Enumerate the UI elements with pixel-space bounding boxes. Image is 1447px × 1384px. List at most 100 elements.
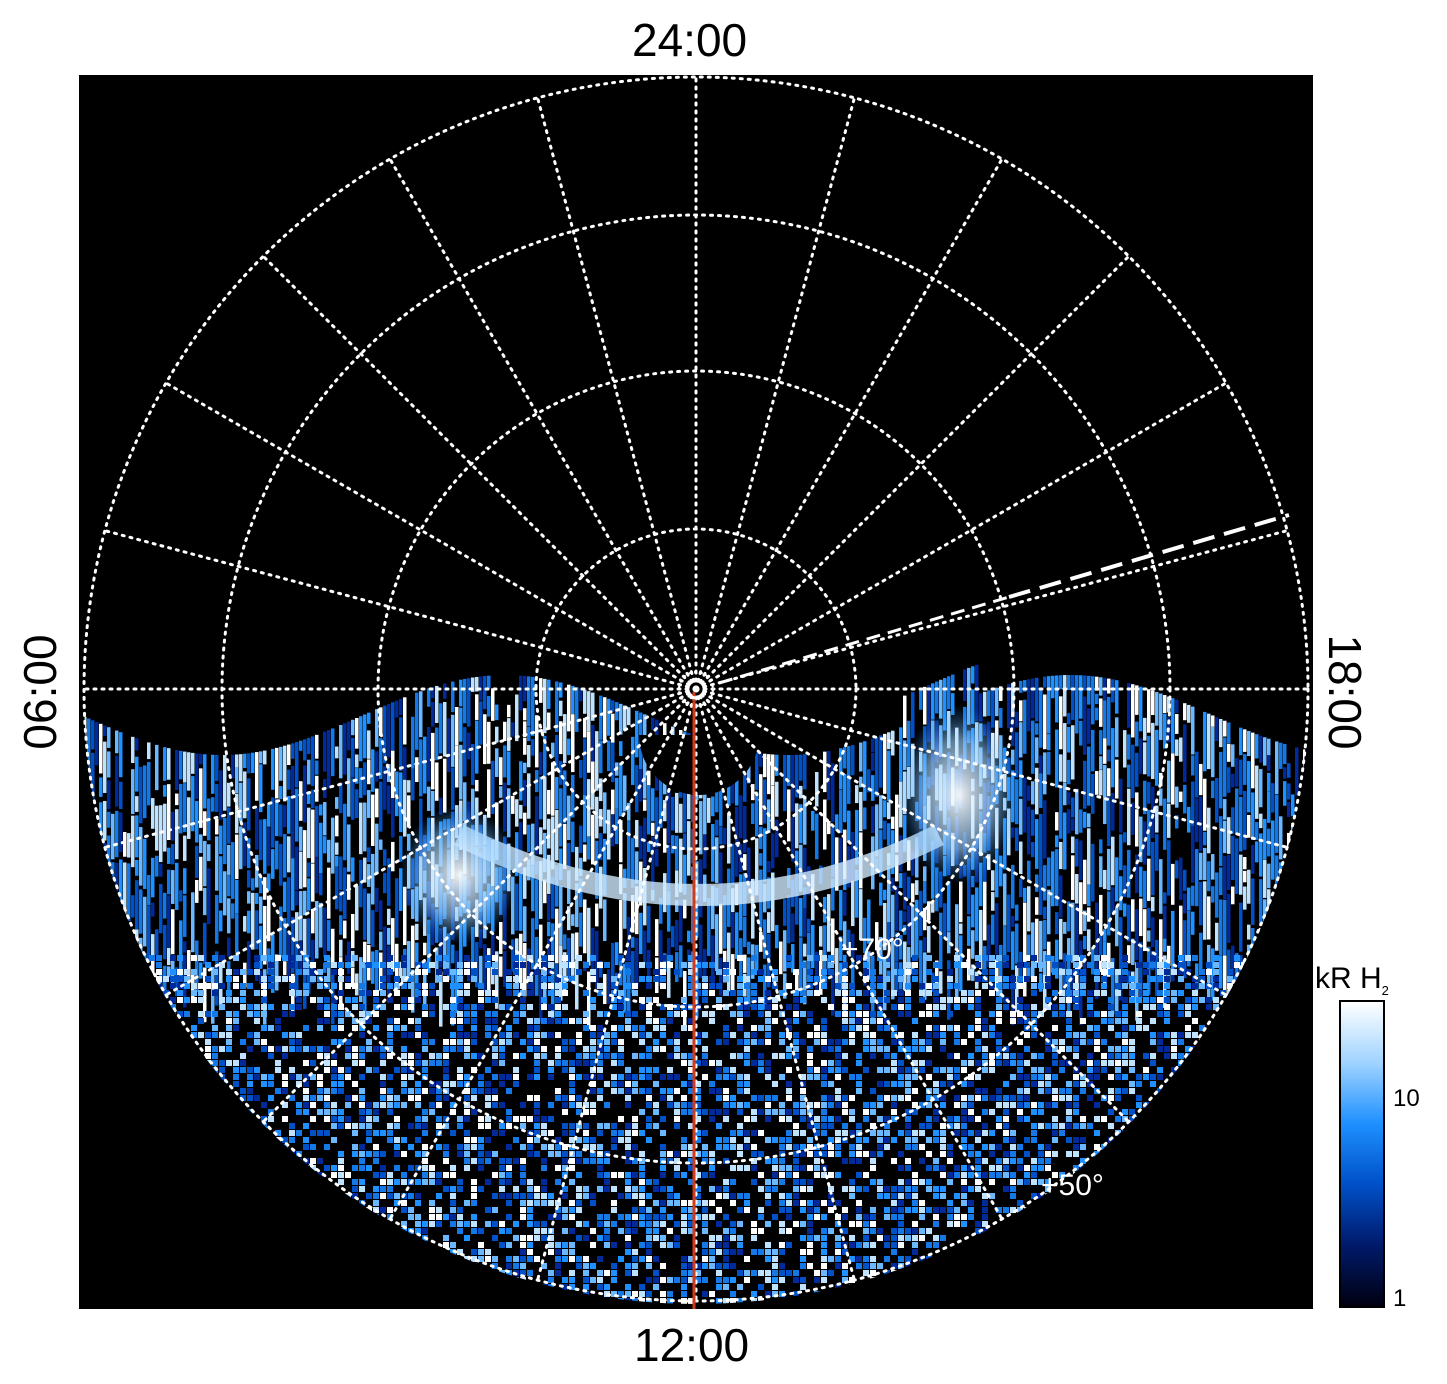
emission-streak bbox=[515, 694, 519, 742]
emission-pixel bbox=[849, 990, 855, 996]
emission-streak bbox=[359, 859, 363, 908]
emission-pixel bbox=[562, 1046, 568, 1052]
emission-pixel bbox=[1052, 1137, 1058, 1143]
emission-streak bbox=[1015, 827, 1019, 851]
emission-pixel bbox=[345, 1053, 351, 1059]
emission-pixel bbox=[975, 1158, 981, 1164]
emission-pixel bbox=[562, 955, 568, 961]
emission-streak bbox=[1063, 675, 1067, 717]
emission-streak bbox=[1127, 683, 1131, 728]
emission-pixel bbox=[590, 969, 596, 975]
emission-pixel bbox=[625, 1172, 631, 1178]
emission-pixel bbox=[1129, 1081, 1135, 1087]
emission-pixel bbox=[576, 1053, 582, 1059]
emission-streak bbox=[327, 839, 331, 863]
emission-pixel bbox=[716, 1067, 722, 1073]
emission-pixel bbox=[751, 969, 757, 975]
emission-pixel bbox=[632, 1032, 638, 1038]
emission-pixel bbox=[814, 1025, 820, 1031]
emission-pixel bbox=[1108, 969, 1114, 975]
emission-pixel bbox=[1017, 1179, 1023, 1185]
emission-pixel bbox=[1129, 1046, 1135, 1052]
emission-streak bbox=[1027, 860, 1031, 881]
emission-pixel bbox=[1080, 990, 1086, 996]
emission-pixel bbox=[282, 1053, 288, 1059]
emission-pixel bbox=[709, 1116, 715, 1122]
emission-streak bbox=[407, 795, 411, 828]
emission-pixel bbox=[1059, 1130, 1065, 1136]
emission-pixel bbox=[359, 1004, 365, 1010]
emission-pixel bbox=[611, 1060, 617, 1066]
emission-pixel bbox=[751, 1144, 757, 1150]
emission-pixel bbox=[926, 969, 932, 975]
emission-streak bbox=[239, 754, 243, 782]
emission-pixel bbox=[478, 1165, 484, 1171]
emission-pixel bbox=[688, 1151, 694, 1157]
emission-pixel bbox=[583, 1060, 589, 1066]
emission-streak bbox=[607, 740, 611, 772]
emission-pixel bbox=[261, 1011, 267, 1017]
emission-pixel bbox=[737, 1123, 743, 1129]
emission-pixel bbox=[737, 1088, 743, 1094]
emission-pixel bbox=[919, 1130, 925, 1136]
emission-streak bbox=[667, 844, 671, 891]
emission-streak bbox=[631, 895, 635, 933]
emission-pixel bbox=[933, 1095, 939, 1101]
emission-pixel bbox=[1059, 1123, 1065, 1129]
emission-streak bbox=[119, 812, 123, 853]
emission-pixel bbox=[1017, 1067, 1023, 1073]
emission-streak bbox=[939, 912, 943, 970]
emission-streak bbox=[599, 778, 603, 802]
emission-pixel bbox=[1143, 997, 1149, 1003]
emission-streak bbox=[851, 960, 855, 993]
emission-pixel bbox=[688, 1081, 694, 1087]
emission-pixel bbox=[1108, 1004, 1114, 1010]
emission-pixel bbox=[1003, 1081, 1009, 1087]
emission-streak bbox=[835, 948, 839, 993]
emission-pixel bbox=[261, 1025, 267, 1031]
emission-streak bbox=[239, 826, 243, 870]
emission-pixel bbox=[695, 1137, 701, 1143]
emission-pixel bbox=[1003, 1123, 1009, 1129]
emission-streak bbox=[1231, 945, 1235, 985]
emission-pixel bbox=[737, 1053, 743, 1059]
emission-streak bbox=[351, 967, 355, 988]
emission-pixel bbox=[779, 1039, 785, 1045]
emission-pixel bbox=[989, 1172, 995, 1178]
emission-pixel bbox=[254, 990, 260, 996]
emission-pixel bbox=[1017, 1060, 1023, 1066]
emission-pixel bbox=[877, 983, 883, 989]
emission-pixel bbox=[926, 1039, 932, 1045]
emission-streak bbox=[1259, 735, 1263, 763]
emission-pixel bbox=[380, 1046, 386, 1052]
emission-pixel bbox=[1101, 1018, 1107, 1024]
emission-streak bbox=[455, 707, 459, 746]
emission-streak bbox=[1131, 802, 1135, 835]
emission-streak bbox=[751, 944, 755, 979]
emission-pixel bbox=[443, 1039, 449, 1045]
emission-streak bbox=[1171, 970, 1175, 982]
emission-streak bbox=[811, 810, 815, 831]
emission-pixel bbox=[891, 1025, 897, 1031]
emission-streak bbox=[319, 902, 323, 948]
emission-streak bbox=[995, 849, 999, 898]
emission-streak bbox=[631, 936, 635, 948]
emission-streak bbox=[607, 969, 611, 1004]
emission-pixel bbox=[807, 1067, 813, 1073]
emission-pixel bbox=[387, 1137, 393, 1143]
emission-pixel bbox=[1227, 976, 1233, 982]
emission-pixel bbox=[772, 1179, 778, 1185]
emission-pixel bbox=[926, 1165, 932, 1171]
emission-pixel bbox=[471, 1025, 477, 1031]
emission-pixel bbox=[513, 969, 519, 975]
emission-streak bbox=[935, 960, 939, 989]
emission-pixel bbox=[394, 1137, 400, 1143]
emission-pixel bbox=[821, 1144, 827, 1150]
emission-pixel bbox=[870, 1053, 876, 1059]
emission-streak bbox=[595, 731, 599, 791]
emission-streak bbox=[567, 795, 571, 841]
emission-pixel bbox=[303, 1109, 309, 1115]
emission-pixel bbox=[506, 1074, 512, 1080]
emission-streak bbox=[1219, 816, 1223, 866]
emission-streak bbox=[803, 908, 807, 937]
